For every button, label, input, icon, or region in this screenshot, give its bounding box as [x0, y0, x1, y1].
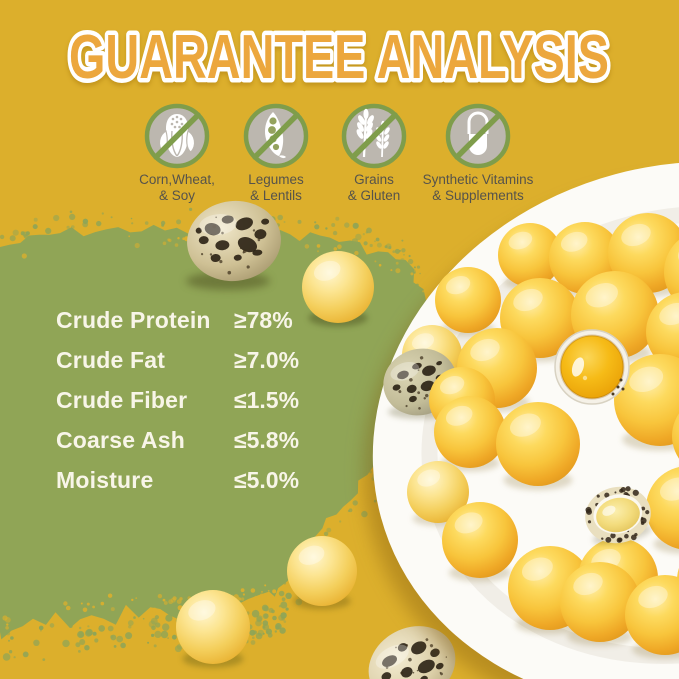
- treat-ball: [664, 239, 679, 305]
- treat-ball: [407, 461, 469, 523]
- quail-egg-whole: [187, 200, 281, 282]
- cracked-egg-liquid-yolk: [554, 329, 630, 405]
- analysis-value: ≤5.0%: [234, 466, 300, 493]
- treat-ball: [176, 590, 250, 664]
- treat-ball: [287, 536, 357, 606]
- treat-ball: [614, 354, 679, 446]
- no-legumes-lentils-icon: [243, 103, 309, 169]
- analysis-label: Crude Fat: [56, 346, 166, 373]
- analysis-row: Moisture ≤5.0%: [56, 466, 299, 494]
- treat-ball: [646, 466, 679, 550]
- excluded-item-grains-gluten: Grains & Gluten: [284, 101, 464, 204]
- analysis-label: Moisture: [56, 466, 154, 493]
- page-title: GUARANTEE ANALYSIS: [69, 23, 609, 92]
- excluded-item-synthetic-vitamins: Synthetic Vitamins & Supplements: [388, 101, 568, 204]
- analysis-label: Crude Fiber: [56, 386, 188, 413]
- excluded-item-corn-wheat-soy: Corn,Wheat, & Soy: [87, 101, 267, 204]
- treat-ball: [442, 502, 518, 578]
- treat-ball: [498, 223, 562, 287]
- guaranteed-analysis-table: Crude Protein ≥78% Crude Fat ≥7.0% Crude…: [56, 306, 299, 506]
- treat-balls-on-plate: [383, 213, 679, 659]
- title-banner: GUARANTEE ANALYSIS: [65, 19, 614, 97]
- analysis-row: Coarse Ash ≤5.8%: [56, 426, 299, 454]
- no-grains-gluten-icon: [341, 103, 407, 169]
- analysis-row: Crude Fat ≥7.0%: [56, 346, 299, 374]
- excluded-item-label: Legumes & Lentils: [248, 172, 304, 203]
- analysis-value: ≥7.0%: [234, 346, 300, 373]
- analysis-value: ≤5.8%: [234, 426, 300, 453]
- treat-ball: [434, 396, 506, 468]
- analysis-row: Crude Protein ≥78%: [56, 306, 299, 334]
- excluded-item-legumes-lentils: Legumes & Lentils: [186, 101, 366, 204]
- treat-ball: [302, 251, 374, 323]
- cracked-egg-creamy-yolk: [585, 486, 652, 545]
- treat-ball: [625, 575, 679, 655]
- treat-ball: [560, 562, 640, 642]
- treat-ball: [496, 402, 580, 486]
- treat-ball: [672, 413, 679, 459]
- scattered-treats-and-eggs: [176, 200, 456, 679]
- quail-eggs-on-plate: [554, 329, 652, 545]
- excluded-item-label: Grains & Gluten: [347, 172, 401, 203]
- treat-ball: [646, 292, 679, 372]
- excluded-item-label: Corn,Wheat, & Soy: [139, 172, 215, 203]
- treat-ball: [435, 267, 501, 333]
- analysis-label: Coarse Ash: [56, 426, 185, 453]
- excluded-item-label: Synthetic Vitamins & Supplements: [422, 172, 534, 203]
- no-corn-wheat-soy-icon: [144, 103, 210, 169]
- quail-egg-whole: [368, 626, 456, 679]
- analysis-value: ≤1.5%: [234, 386, 300, 413]
- no-synthetic-vitamins-icon: [445, 103, 511, 169]
- analysis-row: Crude Fiber ≤1.5%: [56, 386, 299, 414]
- analysis-label: Crude Protein: [56, 306, 211, 333]
- analysis-value: ≥78%: [234, 306, 293, 333]
